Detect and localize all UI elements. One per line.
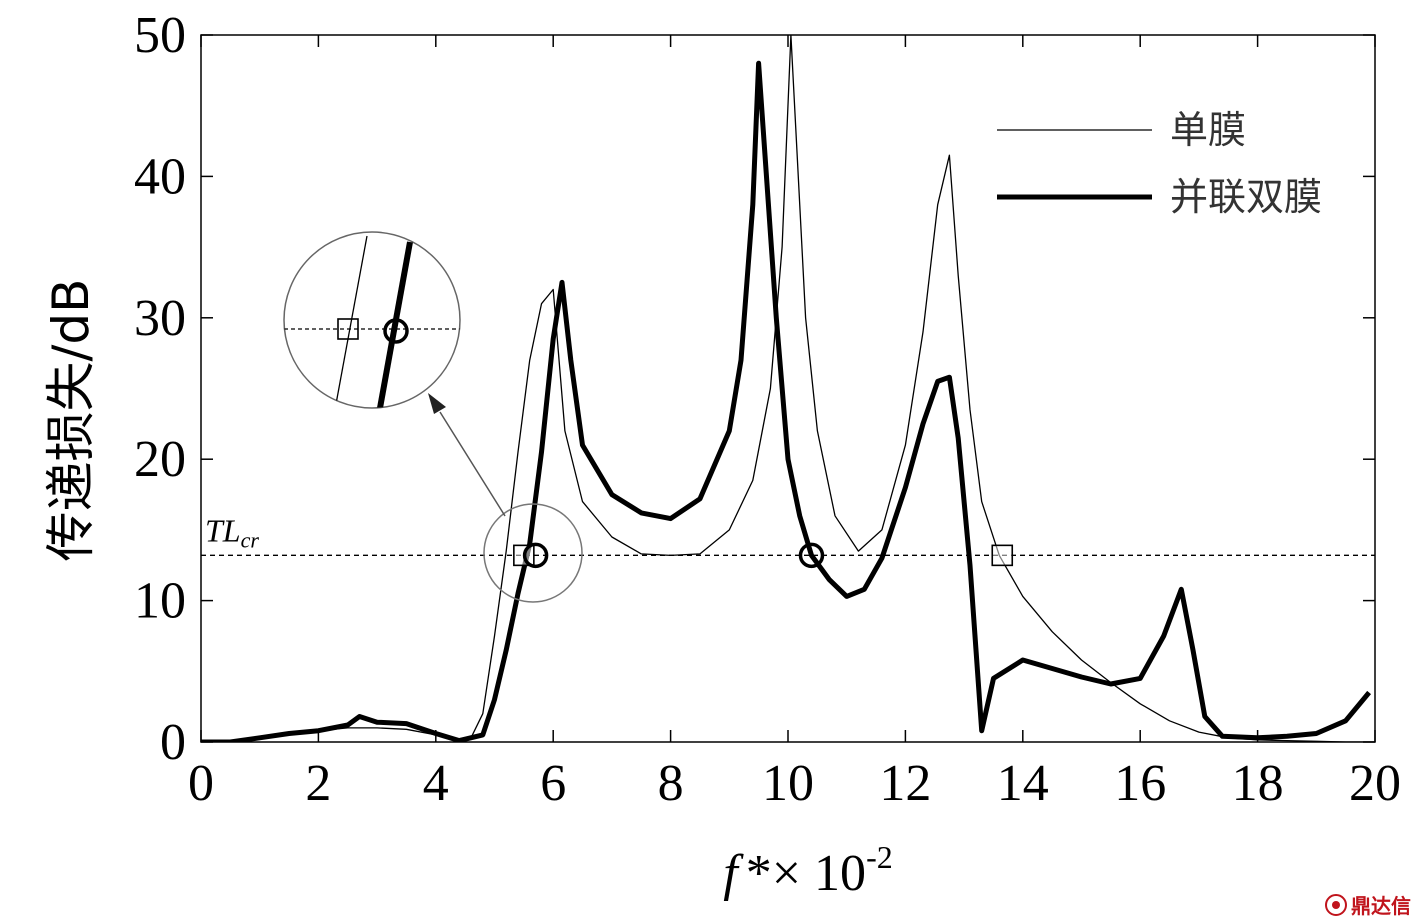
x-tick-label: 8	[658, 755, 684, 812]
intersection-markers	[513, 542, 1014, 569]
threshold-label-main: TL	[205, 512, 241, 548]
x-tick-label: 2	[305, 755, 331, 812]
zoom-circle-marker	[383, 318, 409, 344]
x-tick-label: 16	[1114, 755, 1166, 812]
y-tick-label: 30	[134, 290, 186, 347]
x-tick-label: 6	[540, 755, 566, 812]
legend-label-single-membrane: 单膜	[1170, 108, 1246, 152]
x-tick-label: 0	[188, 755, 214, 812]
y-tick-label: 20	[134, 431, 186, 488]
x-axis-label: f *× 10-2	[723, 839, 892, 902]
zoom-inset	[283, 231, 461, 409]
x-axis-label-f: f	[723, 845, 744, 902]
y-tick-label: 50	[134, 7, 186, 64]
x-tick-label: 10	[762, 755, 814, 812]
x-axis-label-exponent: -2	[866, 839, 893, 875]
callout-arrow-head	[428, 393, 446, 414]
x-tick-label: 12	[879, 755, 931, 812]
x-tick-label: 14	[997, 755, 1049, 812]
legend-label-parallel-double-membrane: 并联双膜	[1170, 175, 1322, 219]
callout-arrow-line	[439, 411, 506, 517]
legend: 单膜 并联双膜	[997, 108, 1322, 219]
series-line-parallel-double-membrane	[201, 60, 1372, 742]
watermark-text: 鼎达信	[1351, 894, 1411, 918]
zoom-square-marker	[337, 318, 359, 340]
watermark: 鼎达信	[1325, 890, 1411, 919]
x-tick-label: 4	[423, 755, 449, 812]
watermark-logo-icon	[1325, 893, 1347, 916]
circle-marker-2	[798, 542, 825, 569]
y-tick-label: 0	[160, 714, 186, 771]
axis-tick-labels: 0 2 4 6 8 10 12 14 16 18 20 0 10 20 30 40 50	[134, 7, 1401, 812]
x-axis-label-scale: *× 10	[746, 845, 866, 902]
threshold-label: TLcr	[205, 512, 259, 552]
y-axis-label: 传递损失/dB	[42, 279, 100, 562]
circle-marker-1	[522, 542, 549, 569]
x-tick-label: 18	[1232, 755, 1284, 812]
highlight-circle	[483, 503, 583, 603]
y-tick-label: 10	[134, 573, 186, 630]
square-marker-3	[991, 544, 1014, 567]
x-tick-label: 20	[1349, 755, 1401, 812]
threshold-label-sub: cr	[241, 527, 260, 552]
y-tick-label: 40	[134, 148, 186, 205]
